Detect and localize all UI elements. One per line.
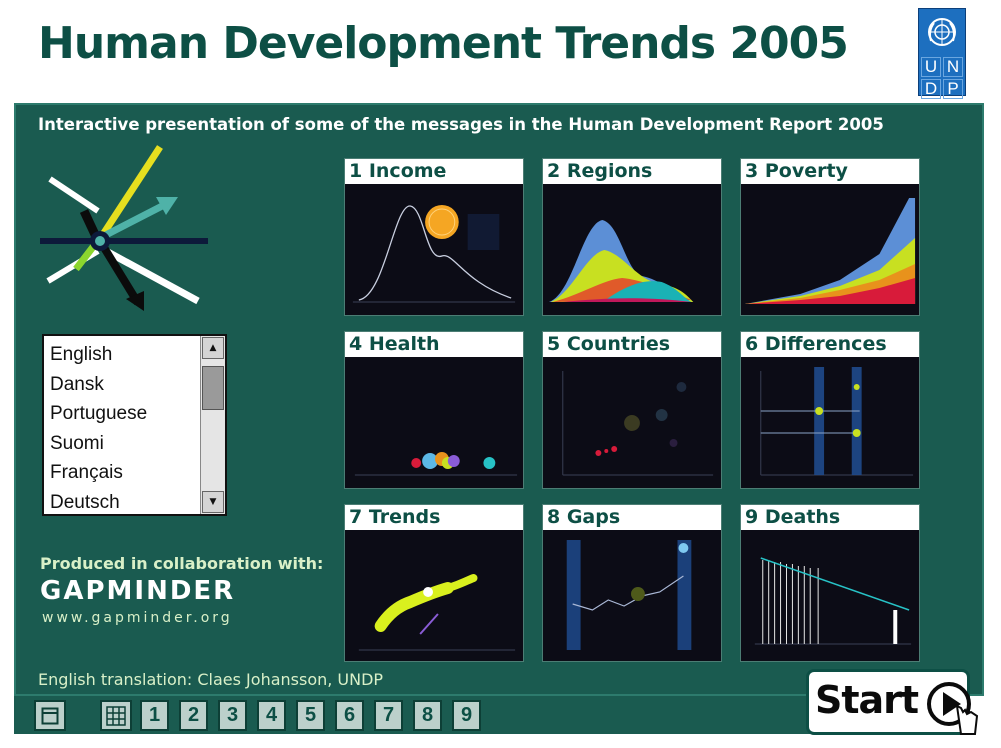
topic-title-countries: 5 Countries xyxy=(543,332,721,357)
differences-thumbnail xyxy=(760,367,914,476)
undp-letter-d: D xyxy=(921,79,941,99)
nav-button-7[interactable]: 7 xyxy=(374,700,403,731)
nav-button-3[interactable]: 3 xyxy=(218,700,247,731)
topic-card-regions[interactable]: 2 Regions xyxy=(542,158,722,316)
nav-button-1[interactable]: 1 xyxy=(140,700,169,731)
nav-button-2[interactable]: 2 xyxy=(179,700,208,731)
topic-card-poverty[interactable]: 3 Poverty xyxy=(740,158,920,316)
topic-card-gaps[interactable]: 8 Gaps xyxy=(542,504,722,662)
regions-thumbnail xyxy=(548,220,694,302)
translation-credit: English translation: Claes Johansson, UN… xyxy=(38,670,384,689)
topic-card-trends[interactable]: 7 Trends xyxy=(344,504,524,662)
start-button[interactable]: Start xyxy=(806,669,979,735)
topic-card-countries[interactable]: 5 Countries xyxy=(542,331,722,489)
nav-button-5[interactable]: 5 xyxy=(296,700,325,731)
nav-button-8[interactable]: 8 xyxy=(413,700,442,731)
collaboration-label: Produced in collaboration with: xyxy=(40,554,324,573)
scroll-down-icon[interactable]: ▼ xyxy=(202,491,224,513)
topic-title-income: 1 Income xyxy=(345,159,523,184)
nav-button-9[interactable]: 9 xyxy=(452,700,481,731)
language-item-deutsch[interactable]: Deutsch xyxy=(50,491,120,513)
language-list[interactable]: English Dansk Portuguese Suomi Français … xyxy=(42,334,227,516)
topic-title-deaths: 9 Deaths xyxy=(741,505,919,530)
topic-title-gaps: 8 Gaps xyxy=(543,505,721,530)
nav-button-4[interactable]: 4 xyxy=(257,700,286,731)
topic-title-poverty: 3 Poverty xyxy=(741,159,919,184)
undp-letter-u: U xyxy=(921,57,941,77)
grid-view-icon[interactable] xyxy=(100,700,132,731)
topic-card-differences[interactable]: 6 Differences xyxy=(740,331,920,489)
language-item-francais[interactable]: Français xyxy=(50,462,123,484)
income-thumbnail xyxy=(352,205,516,303)
topic-card-deaths[interactable]: 9 Deaths xyxy=(740,504,920,662)
countries-thumbnail xyxy=(562,371,714,476)
undp-letter-p: P xyxy=(943,79,963,99)
trends-thumbnail xyxy=(358,574,516,651)
undp-letter-n: N xyxy=(943,57,963,77)
topic-title-differences: 6 Differences xyxy=(741,332,919,357)
language-item-dansk[interactable]: Dansk xyxy=(50,373,104,395)
bottom-navigation: 1 2 3 4 5 6 7 8 9 xyxy=(14,696,906,734)
language-scrollbar[interactable]: ▲ ▼ xyxy=(200,336,225,514)
language-item-suomi[interactable]: Suomi xyxy=(50,432,104,454)
topic-card-income[interactable]: 1 Income xyxy=(344,158,524,316)
single-view-icon[interactable] xyxy=(34,700,66,731)
topic-title-trends: 7 Trends xyxy=(345,505,523,530)
gaps-thumbnail xyxy=(566,540,692,650)
poverty-thumbnail xyxy=(744,198,916,304)
language-item-portuguese[interactable]: Portuguese xyxy=(50,403,148,425)
scroll-up-icon[interactable]: ▲ xyxy=(202,337,224,359)
nav-button-6[interactable]: 6 xyxy=(335,700,364,731)
main-title: Human Development Trends 2005 xyxy=(38,18,849,69)
topic-card-health[interactable]: 4 Health xyxy=(344,331,524,489)
scrollbar-thumb[interactable] xyxy=(202,366,224,410)
un-emblem-icon xyxy=(919,9,965,55)
language-item-english[interactable]: English xyxy=(50,344,113,365)
deaths-thumbnail xyxy=(754,557,912,645)
panel-subtitle: Interactive presentation of some of the … xyxy=(38,115,884,134)
gapminder-arrows-logo xyxy=(40,145,208,311)
topic-title-health: 4 Health xyxy=(345,332,523,357)
gapminder-logo: GAPMINDER xyxy=(40,576,236,606)
pointing-hand-play-icon xyxy=(927,682,979,735)
main-panel: Interactive presentation of some of the … xyxy=(14,103,984,696)
health-thumbnail xyxy=(354,452,518,476)
undp-logo: U N D P xyxy=(918,8,966,99)
topic-title-regions: 2 Regions xyxy=(543,159,721,184)
gapminder-url[interactable]: www.gapminder.org xyxy=(42,610,233,626)
start-label: Start xyxy=(815,678,919,722)
